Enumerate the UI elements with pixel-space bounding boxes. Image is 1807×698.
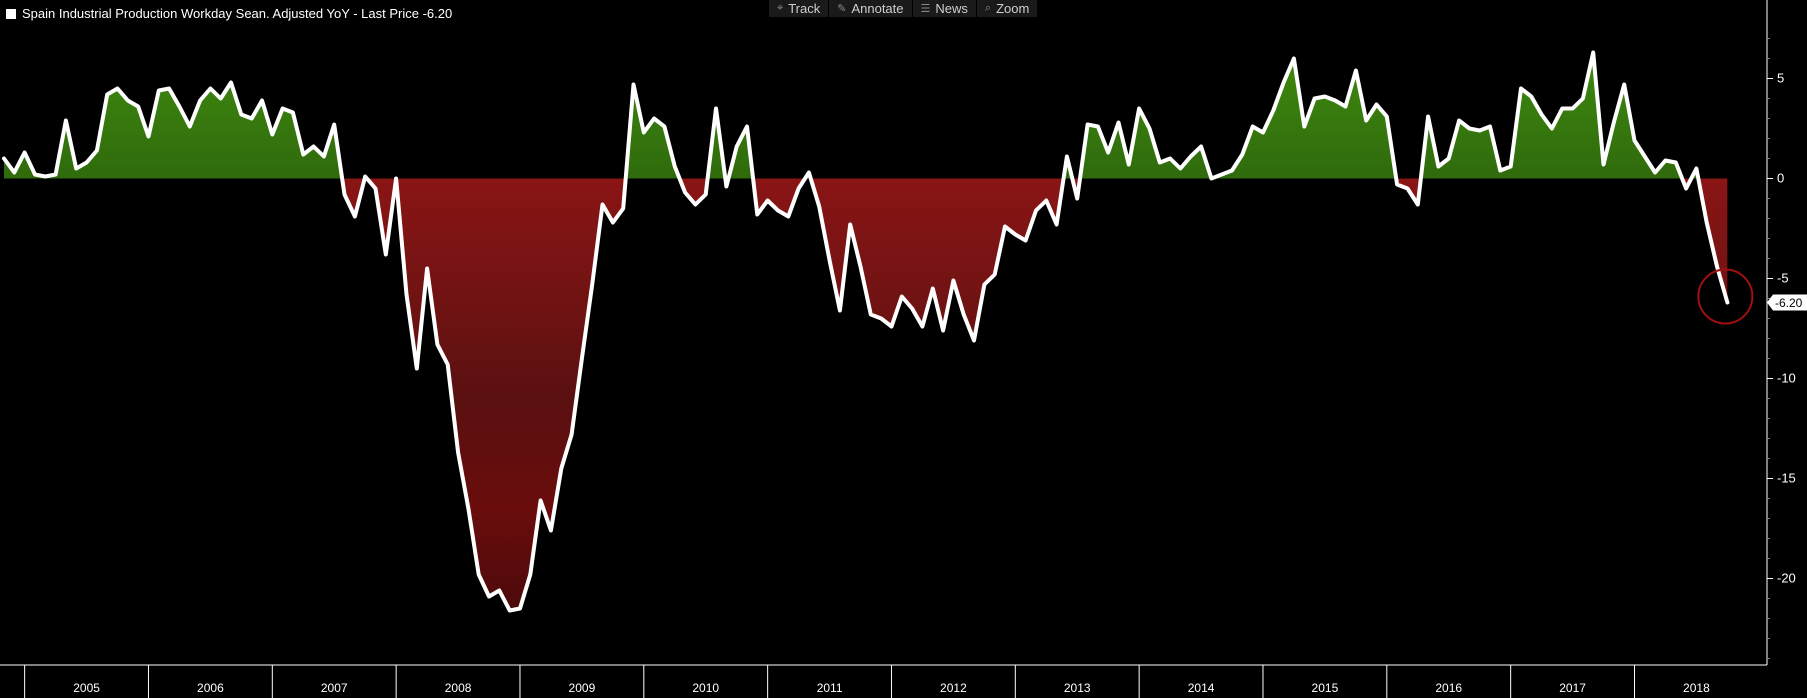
x-tick-label: 2012 bbox=[940, 681, 967, 695]
positive-area-fill bbox=[4, 52, 1728, 179]
x-tick-label: 2007 bbox=[321, 681, 348, 695]
crosshair-icon: ⌖ bbox=[777, 2, 784, 14]
negative-area-fill bbox=[4, 178, 1728, 611]
y-tick-label: 5 bbox=[1777, 71, 1784, 86]
x-tick-label: 2010 bbox=[692, 681, 719, 695]
pencil-icon: ✎ bbox=[837, 3, 847, 15]
x-tick-label: 2015 bbox=[1312, 681, 1339, 695]
zoom-button[interactable]: ⌕ Zoom bbox=[977, 0, 1039, 17]
series-line bbox=[2, 50, 1730, 613]
annotate-button[interactable]: ✎ Annotate bbox=[829, 0, 913, 17]
y-tick-label: -10 bbox=[1777, 371, 1796, 386]
x-tick-label: 2018 bbox=[1683, 681, 1710, 695]
x-tick-label: 2017 bbox=[1559, 681, 1586, 695]
y-tick-label: -5 bbox=[1777, 271, 1789, 286]
legend: Spain Industrial Production Workday Sean… bbox=[6, 6, 452, 21]
x-tick-label: 2009 bbox=[569, 681, 596, 695]
news-button[interactable]: ☰ News bbox=[913, 0, 977, 17]
x-tick-label: 2005 bbox=[73, 681, 100, 695]
legend-text: Spain Industrial Production Workday Sean… bbox=[22, 6, 453, 21]
last-value-badge bbox=[1767, 294, 1807, 311]
y-tick-label: 0 bbox=[1777, 171, 1784, 186]
y-tick-label: -20 bbox=[1777, 571, 1796, 586]
magnifier-icon: ⌕ bbox=[984, 2, 992, 14]
x-tick-label: 2014 bbox=[1188, 681, 1215, 695]
track-label: Track bbox=[788, 1, 821, 16]
track-button[interactable]: ⌖ Track bbox=[769, 0, 830, 17]
annotate-label: Annotate bbox=[851, 1, 904, 16]
last-value-highlight-circle bbox=[1697, 268, 1754, 325]
x-tick-label: 2016 bbox=[1435, 681, 1462, 695]
y-tick-label: -15 bbox=[1777, 471, 1796, 486]
zoom-label: Zoom bbox=[996, 1, 1030, 16]
last-value-label: -6.20 bbox=[1775, 296, 1803, 310]
legend-swatch bbox=[6, 8, 16, 19]
x-tick-label: 2011 bbox=[817, 681, 843, 695]
x-tick-label: 2013 bbox=[1064, 681, 1091, 695]
news-label: News bbox=[935, 1, 968, 16]
chart-toolbar: ⌖ Track ✎ Annotate ☰ News ⌕ Zoom bbox=[769, 0, 1039, 17]
news-icon: ☰ bbox=[920, 3, 931, 15]
x-tick-label: 2008 bbox=[445, 681, 472, 695]
x-tick-label: 2006 bbox=[197, 681, 224, 695]
